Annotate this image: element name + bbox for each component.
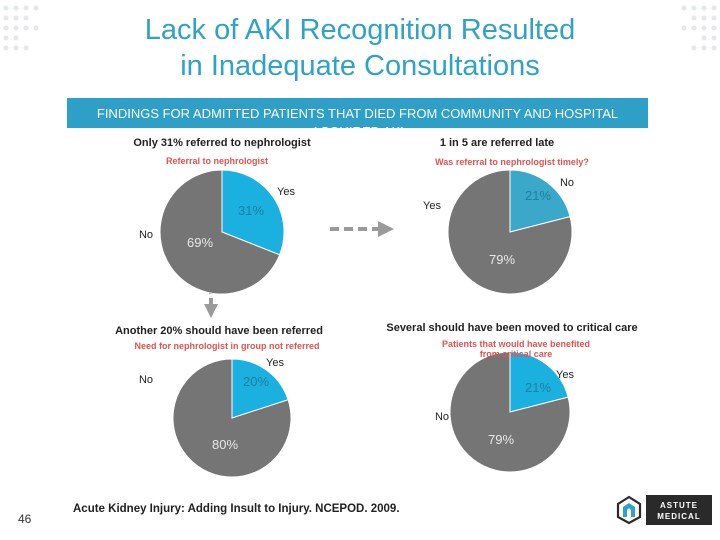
slide-title-line-1: Lack of AKI Recognition Resulted [144,14,576,46]
pie-chart-4: Yes 21% No 79% Several should have been move… [386,322,638,473]
slide-title: Lack of AKI Recognition Resulted in Inad… [60,12,660,84]
pie-slice-no [509,169,571,233]
pie-subtitle: Patients that would have benefited from c… [442,339,590,359]
findings-banner-text: FINDINGS FOR ADMITTED PATIENTS THAT DIED… [96,106,619,128]
logo-line-1: ASTUTE [660,501,698,510]
value-label-yes: 20% [243,374,269,389]
slice-label-yes: Yes [277,186,295,198]
pie-slice-no [172,358,292,478]
pie-subtitle: Referral to nephrologist [166,156,268,166]
pie-title: Only 31% referred to nephrologist [133,137,311,149]
pie-chart-3: Yes 20% No 80% Another 20% should have been … [115,325,323,478]
value-label-yes: 79% [489,252,515,267]
value-label-yes: 21% [525,380,551,395]
dashed-arrow-down-head [204,304,218,318]
slide-title-line-2: in Inadequate Consultations [180,50,540,82]
logo-line-2: MEDICAL [657,512,701,521]
pie-title: 1 in 5 are referred late [440,137,554,149]
pie-slice-yes [221,169,285,256]
slice-label-yes: Yes [423,200,441,212]
logo-wordmark: ASTUTE MEDICAL [646,495,712,525]
value-label-yes: 31% [238,203,264,218]
findings-banner: FINDINGS FOR ADMITTED PATIENTS THAT DIED… [67,98,648,128]
pie-title: Another 20% should have been referred [115,325,323,337]
slice-label-yes: Yes [266,357,284,369]
citation: Acute Kidney Injury: Adding Insult to In… [73,503,400,515]
value-label-no: 21% [525,188,551,203]
astute-medical-logo: ASTUTE MEDICAL [616,495,712,527]
pie-slice-yes [509,351,569,413]
dashed-arrow-right-head [378,221,394,237]
slice-label-no: No [139,229,153,241]
decorative-dots-top-left [3,5,39,51]
pie-subtitle: Need for nephrologist in group not refer… [134,341,319,351]
logo-mark-icon [616,495,642,525]
pie-slice-no [159,169,281,295]
value-label-no: 69% [187,235,213,250]
pie-title: Several should have been moved to critic… [386,322,637,334]
slice-label-yes: Yes [556,369,574,381]
slice-label-no: No [139,374,153,386]
pie-chart-2: No 21% Yes 79% 1 in 5 are referred late Was r… [423,137,589,295]
value-label-no: 79% [488,432,514,447]
slice-label-no: No [435,411,449,423]
pie-subtitle: Was referral to nephrologist timely? [435,157,589,167]
value-label-no: 80% [212,437,238,452]
decorative-dots-top-right [681,5,717,51]
slice-label-no: No [560,177,574,189]
slide-number: 46 [18,512,32,526]
pie-chart-1: Yes 31% No 69% Only 31% referred to nephrolo… [133,137,311,295]
pie-slice-no [449,351,571,473]
pie-slice-yes [447,169,573,295]
pie-slice-yes [231,358,289,419]
